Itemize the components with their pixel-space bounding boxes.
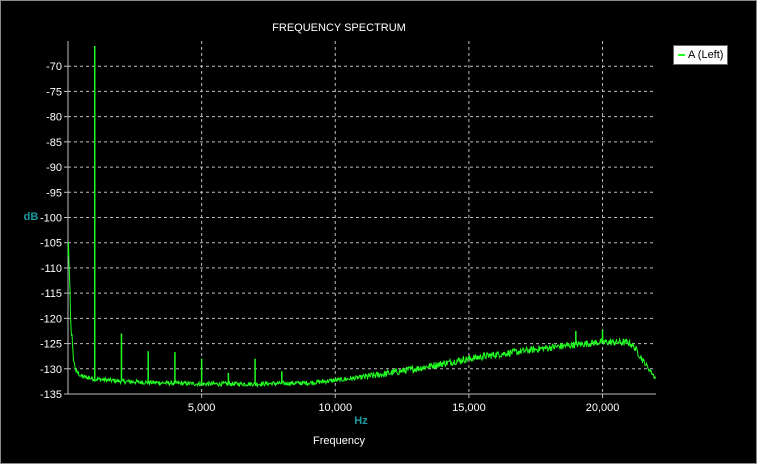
y-tick-label: -110 — [41, 263, 62, 275]
y-tick-label: -130 — [40, 364, 62, 376]
legend-swatch — [678, 54, 685, 56]
x-tick-label: 5,000 — [188, 402, 216, 414]
x-axis-subtitle: Frequency — [313, 435, 365, 447]
y-tick-label: -80 — [46, 112, 62, 124]
legend-label-a-left: A (Left) — [688, 49, 724, 61]
y-tick-label: -75 — [46, 86, 62, 98]
y-tick-label: -85 — [46, 137, 62, 149]
x-tick-label: 10,000 — [318, 402, 352, 414]
x-tick-labels: 5,000 10,000 15,000 20,000 — [188, 402, 620, 414]
y-tick-labels: -70 -75 -80 -85 -90 -95 -100 -105 -110 -115 -120 -1… — [40, 61, 62, 401]
x-tick-label: 15,000 — [452, 402, 486, 414]
y-tick-label: -100 — [40, 213, 62, 225]
y-tick-label: -115 — [41, 288, 62, 300]
y-tick-label: -105 — [40, 238, 62, 250]
y-tick-label: -120 — [40, 313, 62, 325]
y-axis-label: dB — [24, 211, 39, 223]
series-layer — [67, 46, 657, 388]
x-axis-label: Hz — [354, 415, 368, 427]
grid-lines — [68, 41, 656, 394]
series-line-a-left — [67, 242, 657, 388]
y-tick-label: -135 — [40, 389, 62, 401]
y-tick-label: -90 — [46, 162, 62, 174]
chart-title: FREQUENCY SPECTRUM — [272, 22, 406, 34]
y-tick-label: -70 — [46, 61, 62, 73]
y-tick-label: -125 — [40, 339, 62, 351]
x-tick-label: 20,000 — [586, 402, 620, 414]
legend: A (Left) — [673, 45, 729, 65]
y-tick-label: -95 — [46, 187, 62, 199]
plot-axes — [64, 41, 656, 398]
